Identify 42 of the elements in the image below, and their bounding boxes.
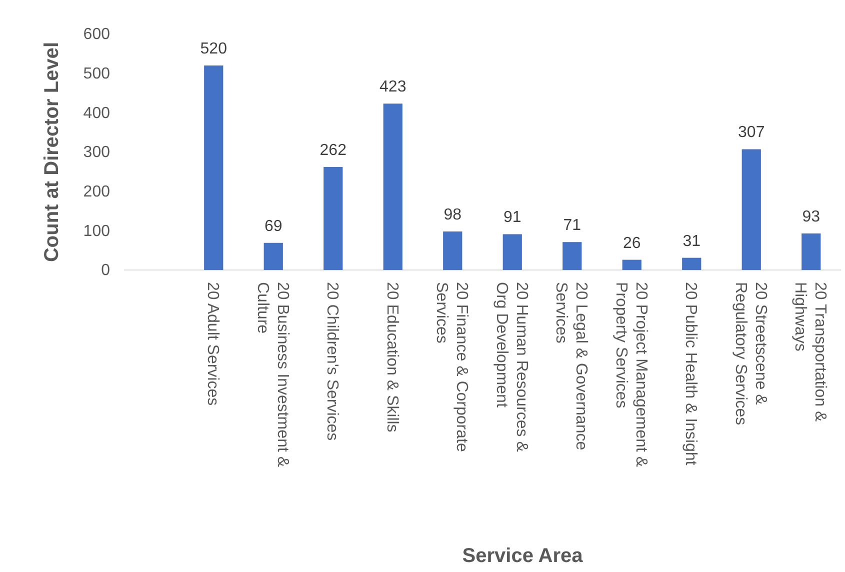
bar: [204, 65, 224, 270]
data-label: 307: [738, 124, 765, 142]
y-tick-label: 500: [83, 65, 110, 82]
data-label: 69: [264, 218, 282, 235]
data-label: 520: [200, 40, 228, 58]
x-tick-label: 20 Business Investment & Culture: [254, 282, 291, 468]
bar: [622, 260, 642, 270]
x-axis-title: Service Area: [462, 545, 584, 567]
bar: [443, 231, 462, 270]
data-label: 98: [444, 206, 462, 224]
x-tick-label: 20 Legal & Governance Services: [552, 282, 590, 450]
data-label: 423: [380, 78, 406, 96]
x-tick-label: 20 Project Management & Property Services: [612, 282, 650, 468]
bar: [562, 242, 582, 270]
data-label: 91: [503, 209, 522, 226]
x-tick-label: 20 Transportation & Highways: [792, 282, 829, 422]
y-axis-title: Count at Director Level: [41, 42, 63, 262]
y-tick-label: 0: [101, 262, 110, 280]
y-tick-label: 600: [83, 26, 110, 44]
x-tick-label: 20 Public Health & Insight: [682, 282, 700, 466]
data-label: 31: [682, 232, 701, 250]
bar: [324, 166, 343, 270]
y-tick-label: 300: [83, 144, 110, 162]
y-tick-label: 200: [83, 183, 110, 200]
bar: [742, 149, 761, 270]
data-label: 93: [802, 208, 820, 226]
bar: [264, 242, 283, 270]
x-tick-label: 20 Children's Services: [324, 282, 341, 441]
y-tick-label: 100: [83, 222, 110, 240]
x-tick-label: 20 Education & Skills: [383, 282, 400, 432]
bar: [802, 233, 821, 270]
bar: [383, 104, 402, 270]
x-tick-label: 20 Adult Services: [204, 282, 222, 406]
data-label: 262: [320, 142, 347, 159]
bar: [682, 258, 702, 270]
data-label: 26: [622, 234, 641, 252]
x-tick-label: 20 Human Resources & Org Development: [492, 282, 530, 452]
y-tick-label: 400: [83, 104, 110, 122]
bar: [502, 234, 522, 270]
x-tick-label: 20 Finance & Corporate Services: [433, 282, 470, 452]
x-tick-label: 20 Streetscene & Regulatory Services: [732, 282, 769, 426]
data-label: 71: [563, 217, 582, 234]
